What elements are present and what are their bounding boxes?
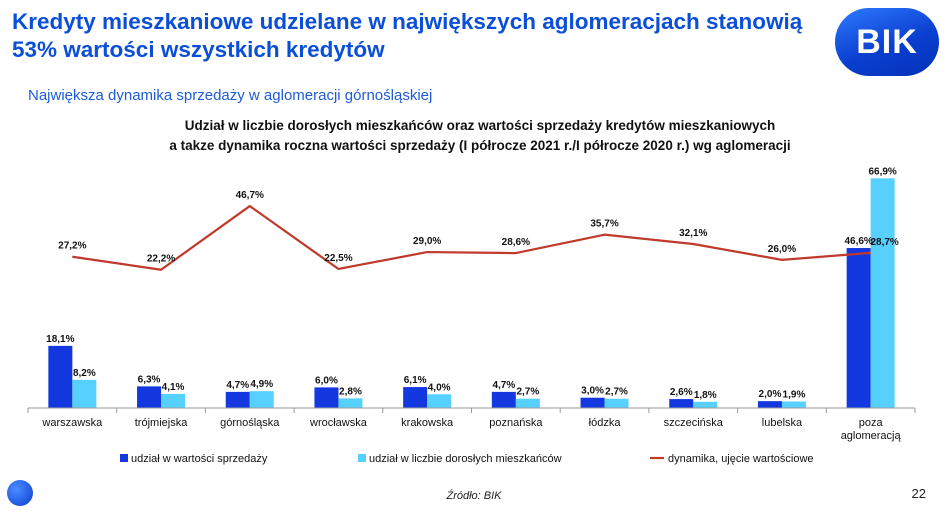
bar-population bbox=[249, 391, 274, 408]
dynamics-line bbox=[72, 204, 871, 271]
data-label-population: 1,8% bbox=[694, 390, 717, 401]
data-label-population: 4,0% bbox=[428, 382, 451, 393]
category-label: poznańska bbox=[489, 417, 543, 429]
legend-label: udział w liczbie dorosłych mieszkańców bbox=[369, 453, 562, 465]
line-layer bbox=[72, 204, 871, 271]
data-label-sales: 6,0% bbox=[315, 375, 338, 386]
data-label-sales: 3,0% bbox=[581, 386, 604, 397]
bars-layer bbox=[48, 178, 895, 408]
category-label: łódzka bbox=[589, 417, 622, 429]
page-title: Kredyty mieszkaniowe udzielane w najwięk… bbox=[12, 9, 803, 62]
bar-sales bbox=[757, 401, 782, 408]
data-label-dynamics: 28,7% bbox=[870, 237, 898, 248]
data-label-sales: 6,1% bbox=[404, 375, 427, 386]
data-label-sales: 46,6% bbox=[844, 236, 872, 247]
legend-swatch bbox=[358, 454, 366, 462]
decorative-dot bbox=[7, 480, 33, 506]
bar-population bbox=[604, 398, 629, 408]
bar-sales bbox=[669, 399, 694, 408]
bar-sales bbox=[491, 391, 516, 408]
bar-population bbox=[515, 398, 540, 408]
data-label-population: 4,9% bbox=[250, 379, 273, 390]
data-label-population: 2,7% bbox=[516, 387, 539, 398]
bar-population bbox=[781, 401, 806, 408]
bar-sales bbox=[846, 248, 871, 408]
bar-sales bbox=[403, 387, 428, 408]
bar-sales bbox=[137, 386, 162, 408]
data-label-sales: 6,3% bbox=[138, 374, 161, 385]
legend: udział w wartości sprzedaży udział w licz… bbox=[120, 453, 814, 465]
data-label-population: 2,7% bbox=[605, 387, 628, 398]
category-label: lubelska bbox=[762, 417, 803, 429]
data-label-sales: 4,7% bbox=[226, 380, 249, 391]
bar-population bbox=[693, 401, 718, 408]
data-label-dynamics: 22,2% bbox=[147, 254, 175, 265]
category-label: poza aglomeracją bbox=[841, 417, 902, 442]
data-label-dynamics: 29,0% bbox=[413, 236, 441, 247]
data-label-dynamics: 28,6% bbox=[502, 237, 530, 248]
data-label-sales: 18,1% bbox=[46, 334, 74, 345]
data-label-population: 4,1% bbox=[162, 382, 185, 393]
data-label-sales: 2,6% bbox=[670, 387, 693, 398]
data-label-dynamics: 35,7% bbox=[590, 219, 618, 230]
bar-population bbox=[870, 178, 895, 408]
data-label-population: 2,8% bbox=[339, 386, 362, 397]
chart-title-line-2: a takze dynamika roczna wartości sprzeda… bbox=[169, 138, 791, 153]
category-label: trójmiejska bbox=[135, 417, 188, 429]
data-label-dynamics: 46,7% bbox=[236, 190, 264, 201]
category-label: krakowska bbox=[401, 417, 454, 429]
category-label: szczecińska bbox=[664, 417, 724, 429]
legend-label: dynamika, ujęcie wartościowe bbox=[668, 453, 814, 465]
source-note: Źródło: BIK bbox=[446, 490, 502, 502]
bar-population bbox=[161, 393, 186, 408]
data-label-dynamics: 26,0% bbox=[768, 244, 796, 255]
category-label: warszawska bbox=[41, 417, 103, 429]
bar-population bbox=[338, 398, 363, 408]
data-label-population: 1,9% bbox=[783, 389, 806, 400]
category-axis: warszawska trójmiejska górnośląska wrocławs… bbox=[27, 407, 916, 442]
bar-population bbox=[427, 394, 452, 408]
data-label-population: 66,9% bbox=[868, 166, 896, 177]
category-label: górnośląska bbox=[220, 417, 280, 429]
data-label-dynamics: 22,5% bbox=[324, 253, 352, 264]
bar-sales bbox=[48, 345, 73, 408]
category-label: wrocławska bbox=[309, 417, 368, 429]
bik-logo: BIK bbox=[835, 8, 939, 76]
bar-sales bbox=[314, 387, 339, 408]
chart-title: Udział w liczbie dorosłych mieszkańców o… bbox=[120, 116, 840, 156]
page-number: 22 bbox=[911, 486, 926, 501]
data-label-sales: 4,7% bbox=[492, 380, 515, 391]
data-label-dynamics: 27,2% bbox=[58, 241, 86, 252]
bar-population bbox=[72, 379, 97, 408]
data-labels-layer: 18,1%8,2%27,2%6,3%4,1%22,2%4,7% 4,9%46,7%… bbox=[46, 166, 899, 400]
chart-title-line-1: Udział w liczbie dorosłych mieszkańców o… bbox=[184, 118, 776, 133]
bar-sales bbox=[580, 397, 605, 408]
data-label-sales: 2,0% bbox=[759, 389, 782, 400]
data-label-population: 8,2% bbox=[73, 368, 96, 379]
data-label-dynamics: 32,1% bbox=[679, 228, 707, 239]
legend-swatch bbox=[120, 454, 128, 462]
bar-sales bbox=[225, 391, 250, 408]
legend-label: udział w wartości sprzedaży bbox=[131, 453, 268, 465]
page-subtitle: Największa dynamika sprzedaży w aglomera… bbox=[28, 87, 433, 104]
